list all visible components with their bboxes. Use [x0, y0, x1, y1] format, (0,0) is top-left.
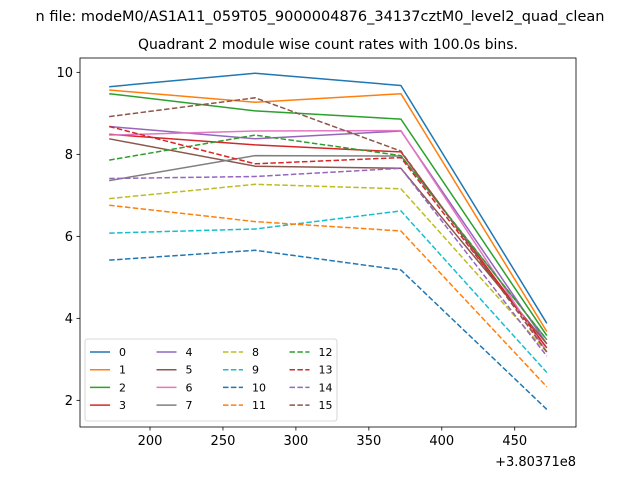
legend-label-7: 7 — [186, 399, 193, 412]
legend-label-11: 11 — [252, 399, 266, 412]
y-tick-label: 2 — [65, 394, 73, 409]
series-line-14 — [109, 167, 548, 357]
series-line-11 — [109, 204, 548, 388]
legend-label-15: 15 — [319, 399, 333, 412]
series-line-12 — [109, 134, 548, 341]
legend-label-5: 5 — [186, 364, 193, 377]
y-tick-label: 6 — [65, 230, 73, 245]
x-tick-label: 450 — [502, 434, 527, 449]
legend-label-10: 10 — [252, 381, 266, 394]
y-tick-label: 8 — [65, 148, 73, 163]
legend-label-8: 8 — [252, 346, 259, 359]
legend-label-9: 9 — [252, 364, 259, 377]
series-line-3 — [109, 133, 548, 349]
series-line-6 — [109, 129, 548, 353]
y-tick-label: 4 — [65, 312, 73, 327]
legend-label-14: 14 — [319, 381, 333, 394]
series-line-2 — [109, 92, 548, 337]
x-tick-label: 200 — [138, 434, 163, 449]
x-tick-label: 400 — [429, 434, 454, 449]
legend-label-0: 0 — [119, 346, 126, 359]
series-line-4 — [109, 125, 548, 345]
series-line-15 — [109, 97, 548, 353]
legend-box — [84, 338, 338, 422]
series-line-13 — [109, 125, 548, 349]
y-tick-label: 10 — [56, 66, 73, 81]
legend-label-4: 4 — [186, 346, 193, 359]
series-line-1 — [109, 89, 548, 332]
legend-label-12: 12 — [319, 346, 333, 359]
series-line-0 — [109, 72, 548, 324]
legend-label-1: 1 — [119, 364, 126, 377]
series-line-10 — [109, 249, 548, 410]
series-layer — [109, 72, 548, 410]
series-line-9 — [109, 210, 548, 374]
figure-suptitle: n file: modeM0/AS1A11_059T05_9000004876_… — [36, 9, 605, 25]
legend-label-6: 6 — [186, 381, 193, 394]
legend-label-3: 3 — [119, 399, 126, 412]
legend-label-2: 2 — [119, 381, 126, 394]
x-axis-offset-label: +3.80371e8 — [495, 455, 576, 470]
legend-label-13: 13 — [319, 364, 333, 377]
series-line-8 — [109, 183, 548, 353]
x-tick-label: 250 — [211, 434, 236, 449]
series-line-5 — [109, 138, 548, 345]
x-tick-label: 350 — [356, 434, 381, 449]
plot-frame — [79, 57, 577, 428]
chart-title: Quadrant 2 module wise count rates with … — [138, 37, 518, 53]
x-tick-label: 300 — [283, 434, 308, 449]
